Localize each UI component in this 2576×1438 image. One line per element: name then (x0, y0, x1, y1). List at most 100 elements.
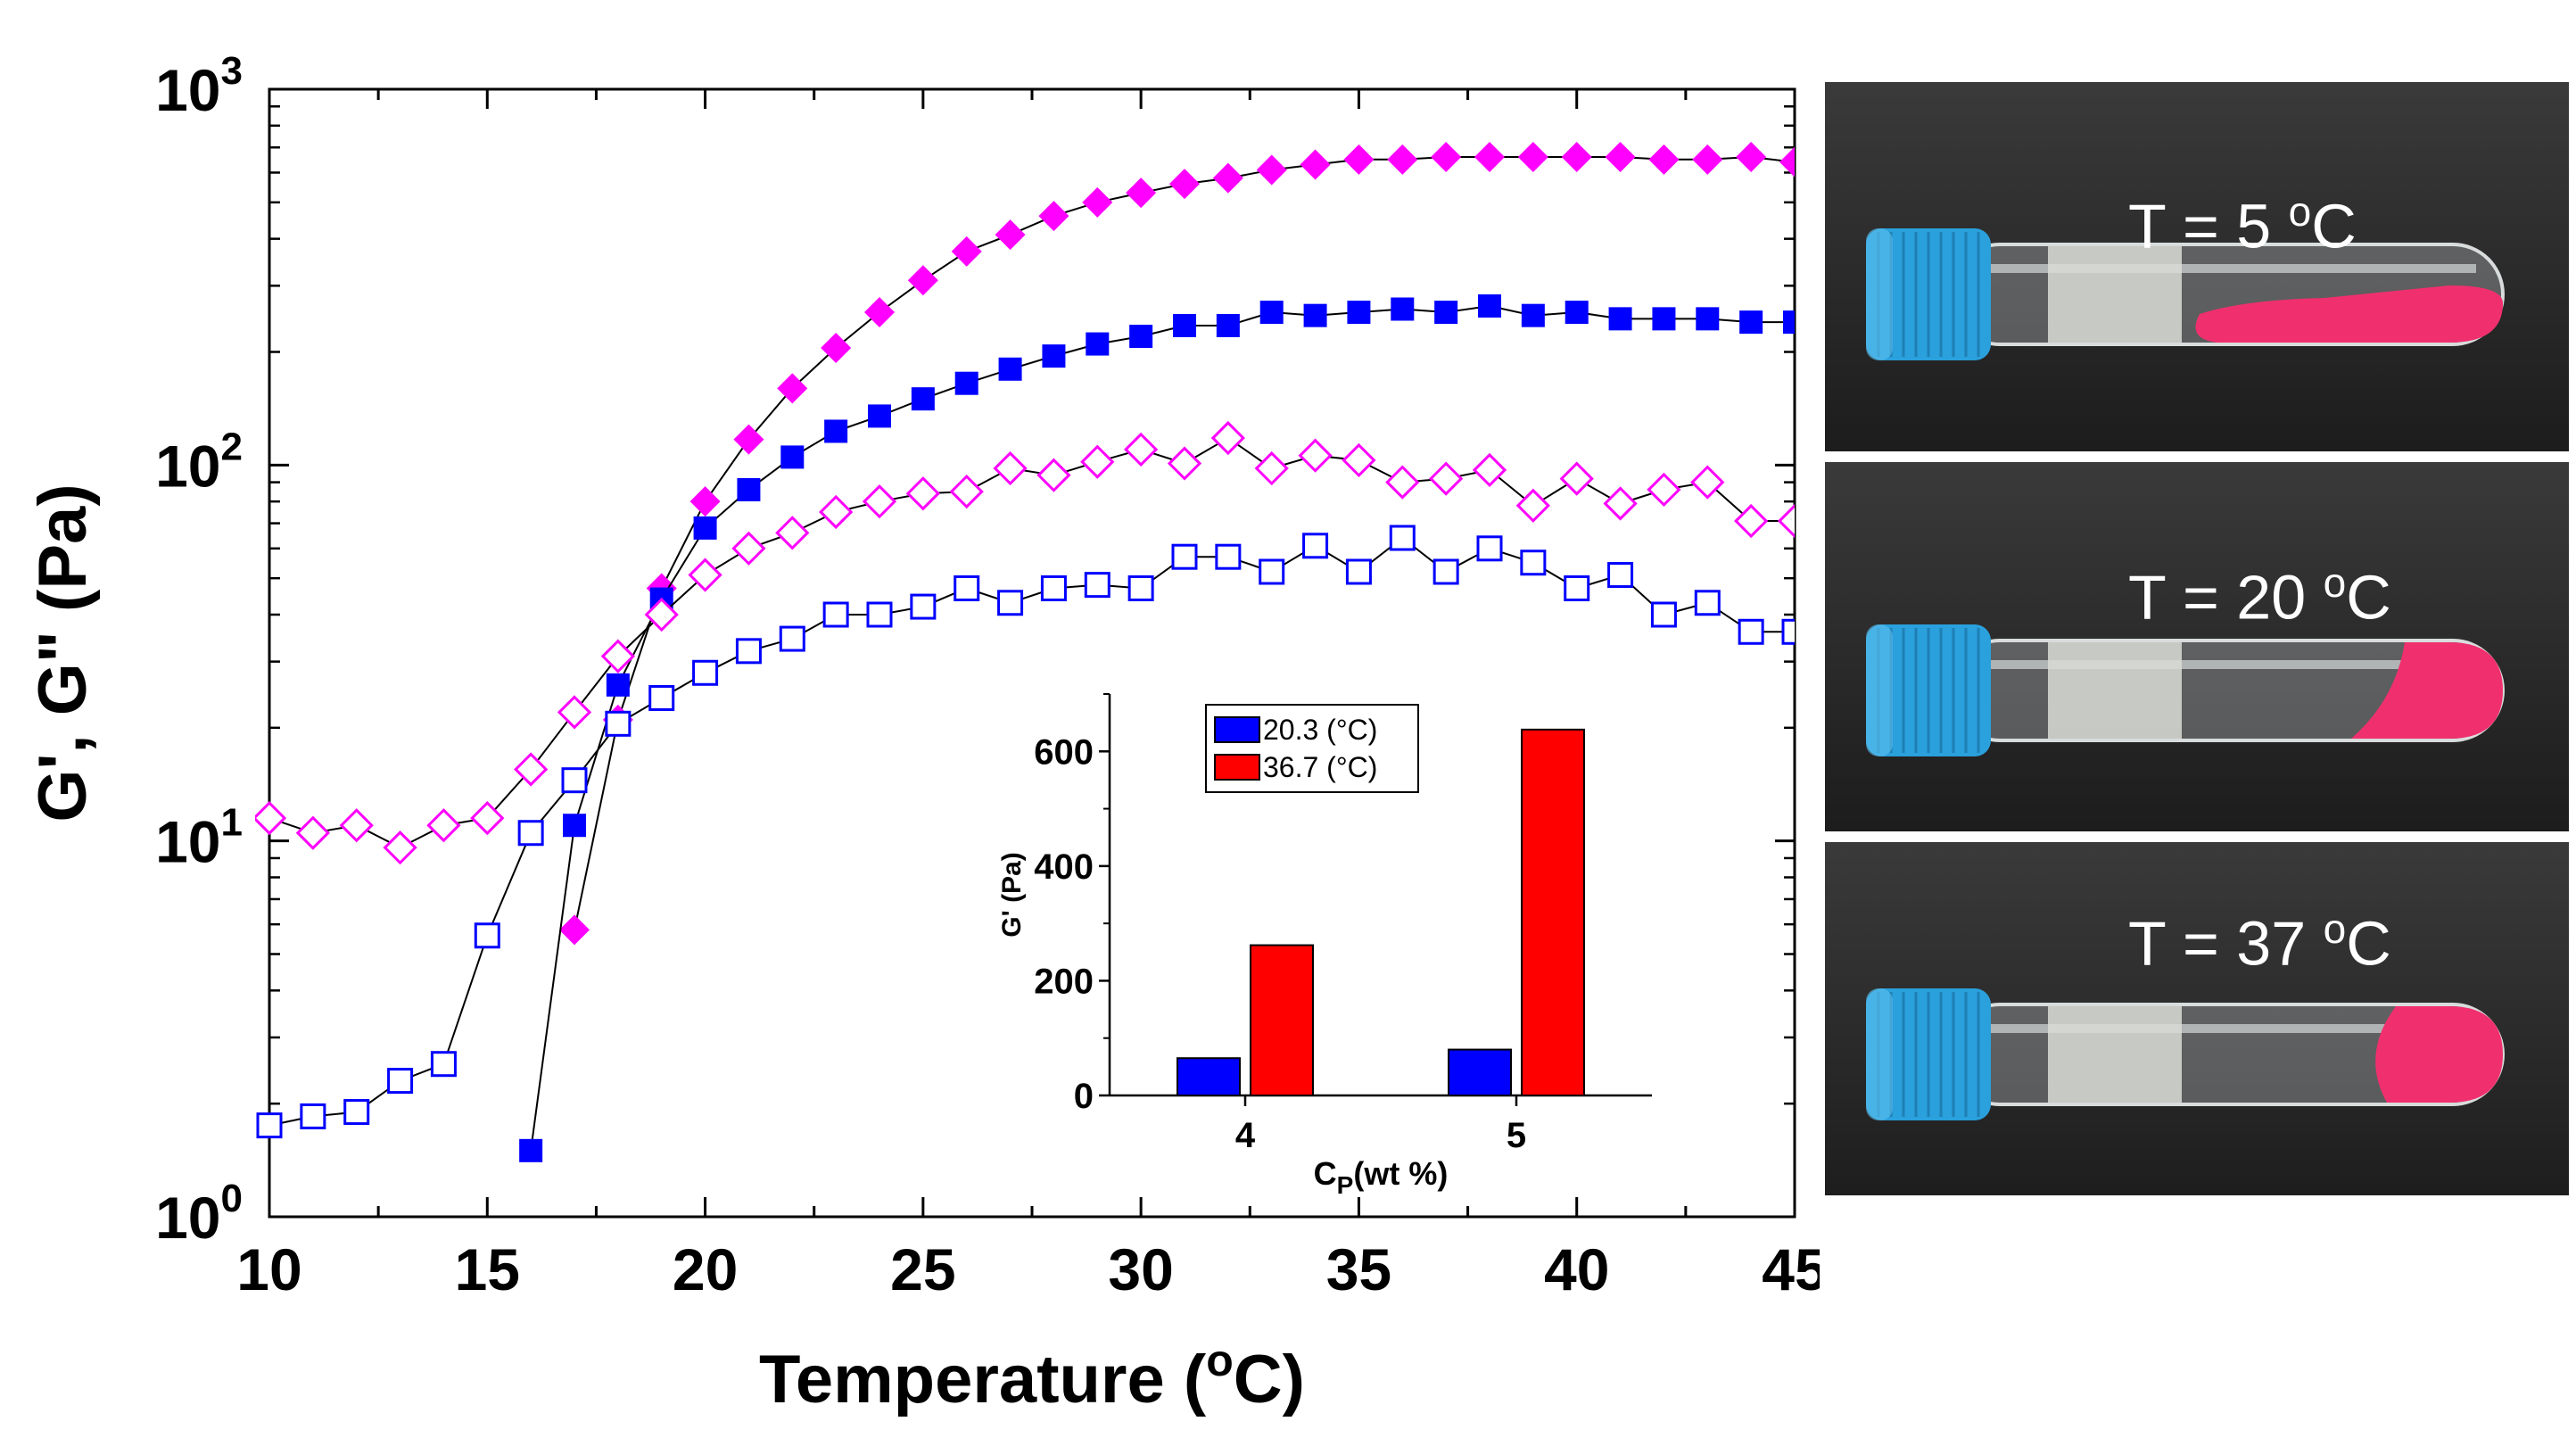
data-point-diamond (862, 484, 897, 519)
photo-panel-5c: T = 5 oC (1825, 82, 2569, 451)
data-point-diamond (514, 752, 549, 787)
x-tick-label: 15 (455, 1236, 520, 1302)
data-point-square (1521, 303, 1545, 327)
data-point-diamond (864, 297, 895, 328)
data-point-square (1650, 601, 1677, 628)
tube-highlight (1977, 660, 2476, 669)
data-point-diamond (689, 486, 721, 517)
x-tick-label: 45 (1762, 1236, 1820, 1302)
data-point-square (1738, 618, 1764, 645)
data-point-diamond (255, 800, 287, 836)
data-point-square (1783, 310, 1795, 335)
x-tick-label: 30 (1108, 1236, 1173, 1302)
inset-bar (1448, 1048, 1512, 1096)
data-point-square (780, 445, 805, 469)
inset-y-tick-label: 400 (1034, 847, 1094, 887)
y-tick-label: 100 (155, 1177, 243, 1251)
data-point-diamond (995, 219, 1026, 251)
photo-panel-37c: T = 37 oC (1825, 842, 2569, 1195)
data-point-square (605, 710, 632, 737)
legend-label: 20.3 (°C) (1263, 714, 1377, 746)
data-point-square (1607, 562, 1634, 589)
data-point-square (737, 477, 761, 501)
data-point-square (693, 516, 717, 540)
data-point-square (1391, 297, 1415, 321)
data-point-diamond (1647, 472, 1681, 508)
data-point-diamond (821, 332, 852, 363)
data-point-square (1040, 574, 1067, 601)
data-point-square (1564, 574, 1590, 601)
x-axis-label: Temperature (oC) (759, 1335, 1305, 1417)
data-point-square (1127, 574, 1154, 601)
inset-y-axis-label: G' (Pa) (997, 852, 1027, 937)
data-point-square (1042, 344, 1066, 368)
tube-label-sleeve (2048, 642, 2182, 739)
data-point-square (1215, 543, 1242, 570)
inset-x-tick-label: 5 (1507, 1116, 1526, 1155)
data-point-square (824, 419, 848, 443)
data-point-square (1216, 313, 1240, 337)
inset-x-axis-label: CP(wt %) (1314, 1155, 1449, 1199)
data-point-square (1302, 533, 1329, 559)
data-point-square (1345, 558, 1372, 585)
series-layer (255, 142, 1795, 1162)
data-point-diamond (383, 831, 417, 865)
data-point-square (563, 814, 586, 838)
data-point-square (1259, 301, 1284, 325)
cap-highlight (1866, 228, 1893, 360)
data-point-square (606, 673, 630, 697)
inset-x-tick-label: 4 (1235, 1116, 1256, 1155)
data-point-square (1478, 294, 1501, 318)
data-point-diamond (1126, 178, 1157, 209)
data-point-square (998, 357, 1022, 381)
main-chart: 10 15 20 25 30 35 40 45100101102103Temperature … (25, 49, 1820, 1417)
data-point-square (256, 1112, 283, 1139)
data-point-diamond (951, 236, 982, 267)
data-point-square (1171, 543, 1198, 570)
data-point-diamond (1559, 461, 1594, 496)
data-point-diamond (1343, 144, 1375, 175)
data-point-diamond (1036, 458, 1071, 492)
data-point-diamond (1605, 142, 1636, 173)
data-point-diamond (1387, 144, 1418, 175)
data-point-diamond (426, 808, 461, 843)
data-point-square (1520, 550, 1547, 576)
data-point-diamond (1431, 142, 1462, 173)
data-point-square (911, 387, 935, 411)
data-point-square (1129, 325, 1153, 349)
data-point-diamond (733, 424, 764, 455)
data-point-diamond (993, 450, 1028, 486)
data-point-square (868, 404, 891, 428)
data-point-diamond (1080, 444, 1115, 479)
data-point-diamond (1298, 438, 1333, 473)
data-point-square (561, 767, 588, 794)
data-point-diamond (1648, 144, 1680, 175)
data-point-square (430, 1051, 457, 1078)
data-point-diamond (1256, 154, 1287, 186)
data-point-diamond (1300, 149, 1331, 180)
data-point-diamond (1254, 450, 1289, 486)
data-point-diamond (295, 815, 330, 850)
y-tick-label: 101 (155, 801, 243, 875)
photo-label-5c: T = 5 oC (2128, 188, 2357, 261)
data-point-diamond (907, 265, 938, 296)
data-point-square (822, 601, 849, 628)
data-point-diamond (905, 476, 940, 511)
tube-highlight (1977, 1024, 2476, 1033)
data-point-diamond (1429, 461, 1464, 496)
data-point-square (1694, 590, 1721, 616)
x-tick-label: 25 (890, 1236, 955, 1302)
data-point-square (1696, 307, 1720, 331)
data-point-diamond (1472, 452, 1507, 488)
tube-photo-20c (1825, 462, 2569, 831)
data-point-square (997, 590, 1024, 616)
inset-bar (1250, 944, 1314, 1096)
data-point-diamond (559, 914, 590, 946)
data-point-square (300, 1103, 326, 1129)
cap-highlight (1866, 988, 1893, 1120)
data-point-square (1432, 558, 1459, 585)
data-point-square (1434, 301, 1458, 325)
data-point-square (954, 574, 980, 601)
data-point-square (1389, 525, 1416, 551)
data-point-square (1173, 313, 1196, 337)
